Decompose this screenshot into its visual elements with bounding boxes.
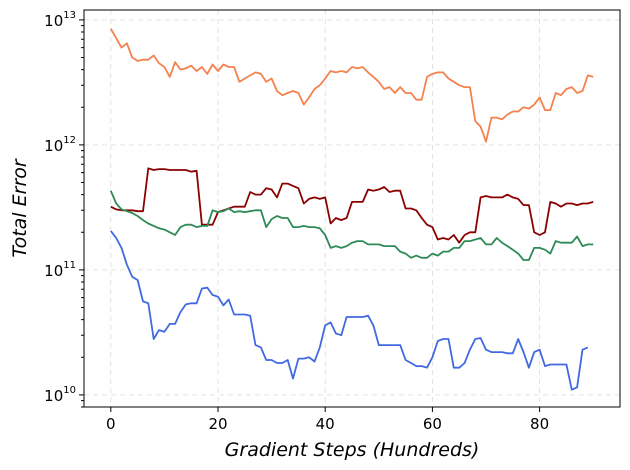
y-tick-label: 1011 — [44, 260, 76, 280]
series-line-0 — [110, 28, 594, 143]
y-tick-label: 1010 — [44, 385, 76, 405]
series-line-3 — [110, 230, 589, 391]
plot-area-frame — [83, 9, 621, 408]
y-tick-label: 1012 — [44, 135, 76, 155]
x-tick-label: 0 — [106, 415, 116, 433]
y-tick-label: 1013 — [44, 10, 76, 30]
x-tick-label: 20 — [208, 415, 227, 433]
series-line-2 — [109, 190, 594, 261]
y-axis-label: Total Error — [9, 158, 31, 258]
x-tick-label: 80 — [530, 415, 549, 433]
series-group — [109, 28, 594, 391]
x-axis-ticks: 0 20 40 60 80 — [106, 407, 549, 433]
y-axis-ticks: 1010 1011 1012 1013 — [44, 10, 84, 408]
x-tick-label: 40 — [316, 415, 335, 433]
grid — [84, 10, 620, 407]
x-tick-label: 60 — [423, 415, 442, 433]
x-axis-label: Gradient Steps (Hundreds) — [225, 439, 480, 461]
series-line-1 — [110, 167, 594, 244]
